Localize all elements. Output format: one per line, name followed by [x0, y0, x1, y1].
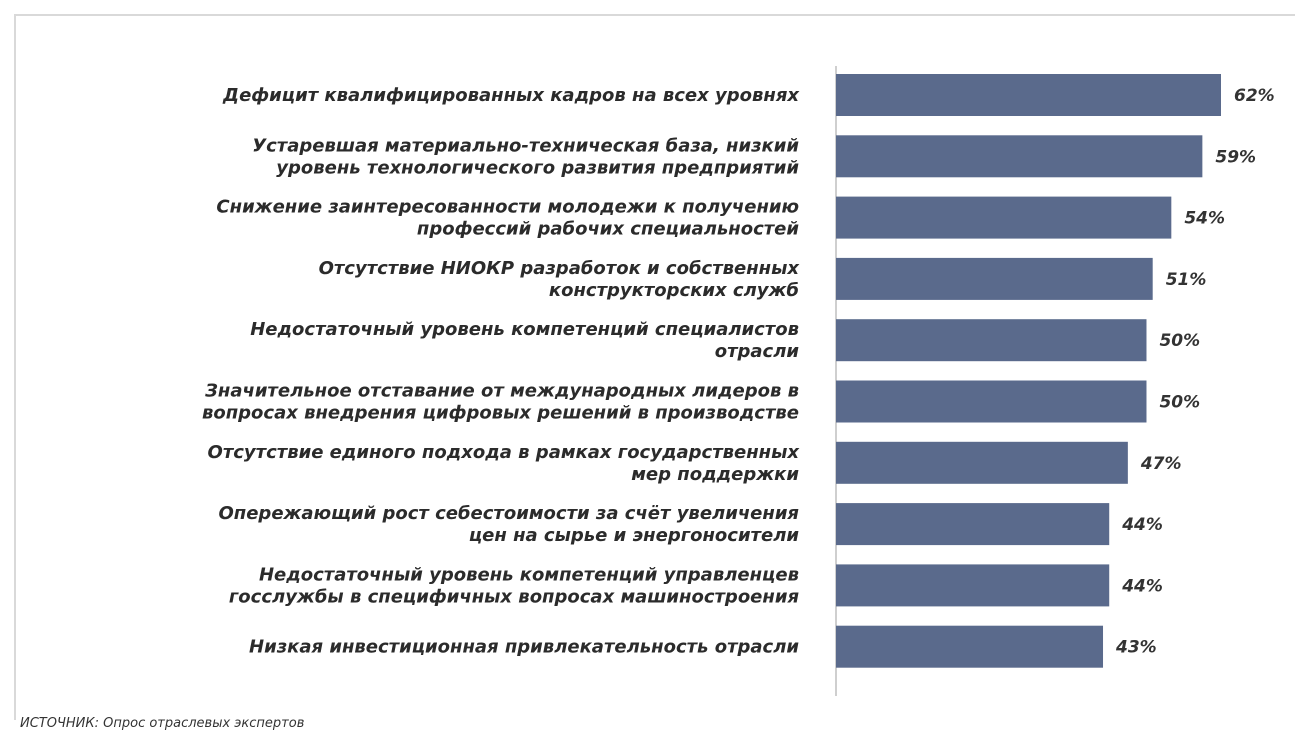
bar: [836, 564, 1110, 607]
category-label: уровень технологического развития предпр…: [276, 157, 799, 178]
value-label: 59%: [1215, 147, 1256, 167]
value-label: 47%: [1140, 454, 1182, 474]
category-label: отрасли: [715, 341, 800, 362]
category-label: госслужбы в специфичных вопросах машинос…: [229, 586, 800, 607]
category-label: Снижение заинтересованности молодежи к п…: [216, 197, 799, 218]
category-label: цен на сырье и энергоносители: [469, 525, 800, 546]
category-label: Недостаточный уровень компетенций специа…: [250, 319, 799, 340]
bar: [836, 135, 1203, 178]
value-label: 62%: [1234, 86, 1275, 106]
category-label: вопросах внедрения цифровых решений в пр…: [202, 403, 799, 424]
value-label: 44%: [1121, 515, 1163, 535]
category-label: Низкая инвестиционная привлекательность …: [249, 637, 799, 658]
bar: [836, 441, 1128, 484]
value-label: 44%: [1121, 576, 1163, 596]
bar-chart: 62% Дефицит квалифицированных кадров на в…: [202, 66, 1275, 696]
value-label: 50%: [1159, 393, 1200, 413]
category-label: Отсутствие единого подхода в рамках госу…: [208, 442, 801, 463]
bar: [836, 257, 1153, 300]
bar: [836, 380, 1147, 423]
value-label: 43%: [1115, 638, 1157, 658]
category-label: Значительное отставание от международных…: [204, 381, 799, 402]
category-label: Отсутствие НИОКР разработок и собственны…: [319, 258, 801, 279]
value-label: 54%: [1184, 209, 1225, 229]
category-label: профессий рабочих специальностей: [417, 219, 799, 240]
category-label: конструкторских служб: [549, 280, 799, 301]
category-label: Устаревшая материально-техническая база,…: [252, 135, 799, 156]
bar: [836, 503, 1110, 546]
source-note: ИСТОЧНИК: Опрос отраслевых экспертов: [20, 716, 305, 731]
chart-card: 62% Дефицит квалифицированных кадров на в…: [14, 14, 1295, 731]
bar: [836, 196, 1172, 239]
category-label: мер поддержки: [631, 464, 799, 485]
category-label: Дефицит квалифицированных кадров на всех…: [222, 85, 800, 106]
bar: [836, 74, 1221, 116]
value-label: 50%: [1159, 331, 1200, 351]
category-label: Недостаточный уровень компетенций управл…: [259, 564, 799, 585]
value-label: 51%: [1166, 270, 1207, 290]
bar: [836, 319, 1147, 362]
bar: [836, 625, 1104, 668]
category-label: Опережающий рост себестоимости за счёт у…: [218, 503, 799, 524]
